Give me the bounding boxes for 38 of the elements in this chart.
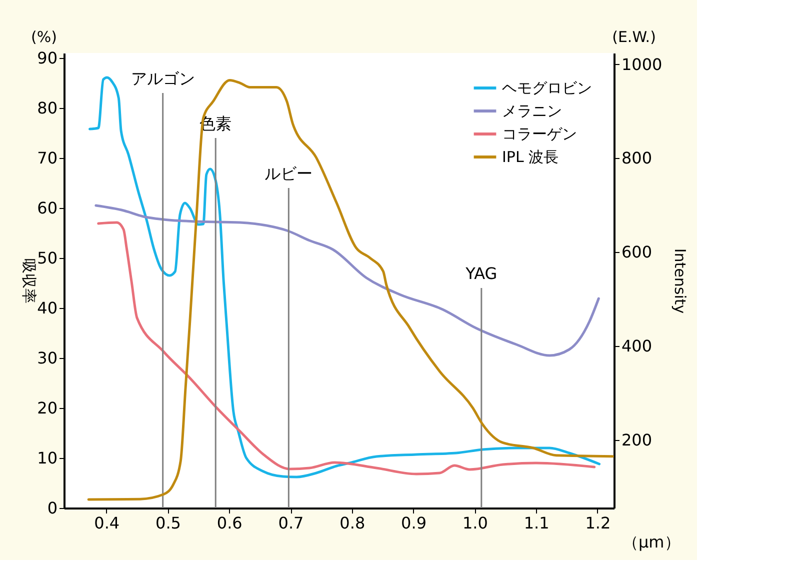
x-tick-label: 0.8 bbox=[340, 514, 366, 532]
y-tick-label: 20 bbox=[37, 398, 58, 418]
y-tick-label: 60 bbox=[37, 198, 58, 218]
y-tick-label: 90 bbox=[37, 48, 58, 68]
y-tick-label: 10 bbox=[37, 448, 58, 468]
x-tick-label: 0.6 bbox=[216, 514, 242, 532]
legend-label: コラーゲン bbox=[502, 125, 577, 143]
annotation: YAG bbox=[464, 264, 498, 283]
x-tick-label: 0.7 bbox=[278, 514, 304, 532]
y2-tick-label: 400 bbox=[622, 336, 652, 356]
annotation: ルビー bbox=[264, 164, 313, 183]
x-axis-title: （μm） bbox=[622, 532, 680, 552]
y2-tick-label: 800 bbox=[622, 148, 652, 168]
x-tick-label: 1.0 bbox=[462, 514, 488, 532]
y-axis-title: 吸収率 bbox=[20, 258, 38, 304]
y2-tick-label: 1000 bbox=[622, 54, 662, 74]
y-tick-label: 50 bbox=[37, 248, 58, 268]
y-tick-label: 0 bbox=[47, 498, 58, 518]
x-tick-label: 0.5 bbox=[156, 514, 181, 532]
y2-tick-label: 200 bbox=[622, 430, 652, 450]
y2-axis-title: Intensity bbox=[671, 248, 690, 314]
x-tick-label: 0.4 bbox=[94, 514, 120, 532]
y-tick-label: 80 bbox=[37, 98, 58, 118]
line-series bbox=[94, 204, 600, 357]
legend-label: ヘモグロビン bbox=[502, 79, 592, 97]
text: (E.W.) bbox=[612, 28, 656, 46]
x-tick-label: 0.9 bbox=[401, 514, 426, 532]
text: (%) bbox=[31, 28, 57, 46]
line-series bbox=[97, 221, 596, 476]
legend-label: メラニン bbox=[502, 102, 562, 120]
annotation: アルゴン bbox=[130, 69, 195, 88]
y-tick-label: 40 bbox=[37, 298, 58, 318]
y-tick-label: 70 bbox=[37, 148, 58, 168]
legend-label: IPL 波長 bbox=[502, 148, 559, 166]
y2-tick-label: 600 bbox=[622, 242, 652, 262]
x-tick-label: 1.2 bbox=[585, 514, 611, 532]
y-tick-label: 30 bbox=[37, 348, 58, 368]
x-tick-label: 1.1 bbox=[524, 514, 550, 532]
